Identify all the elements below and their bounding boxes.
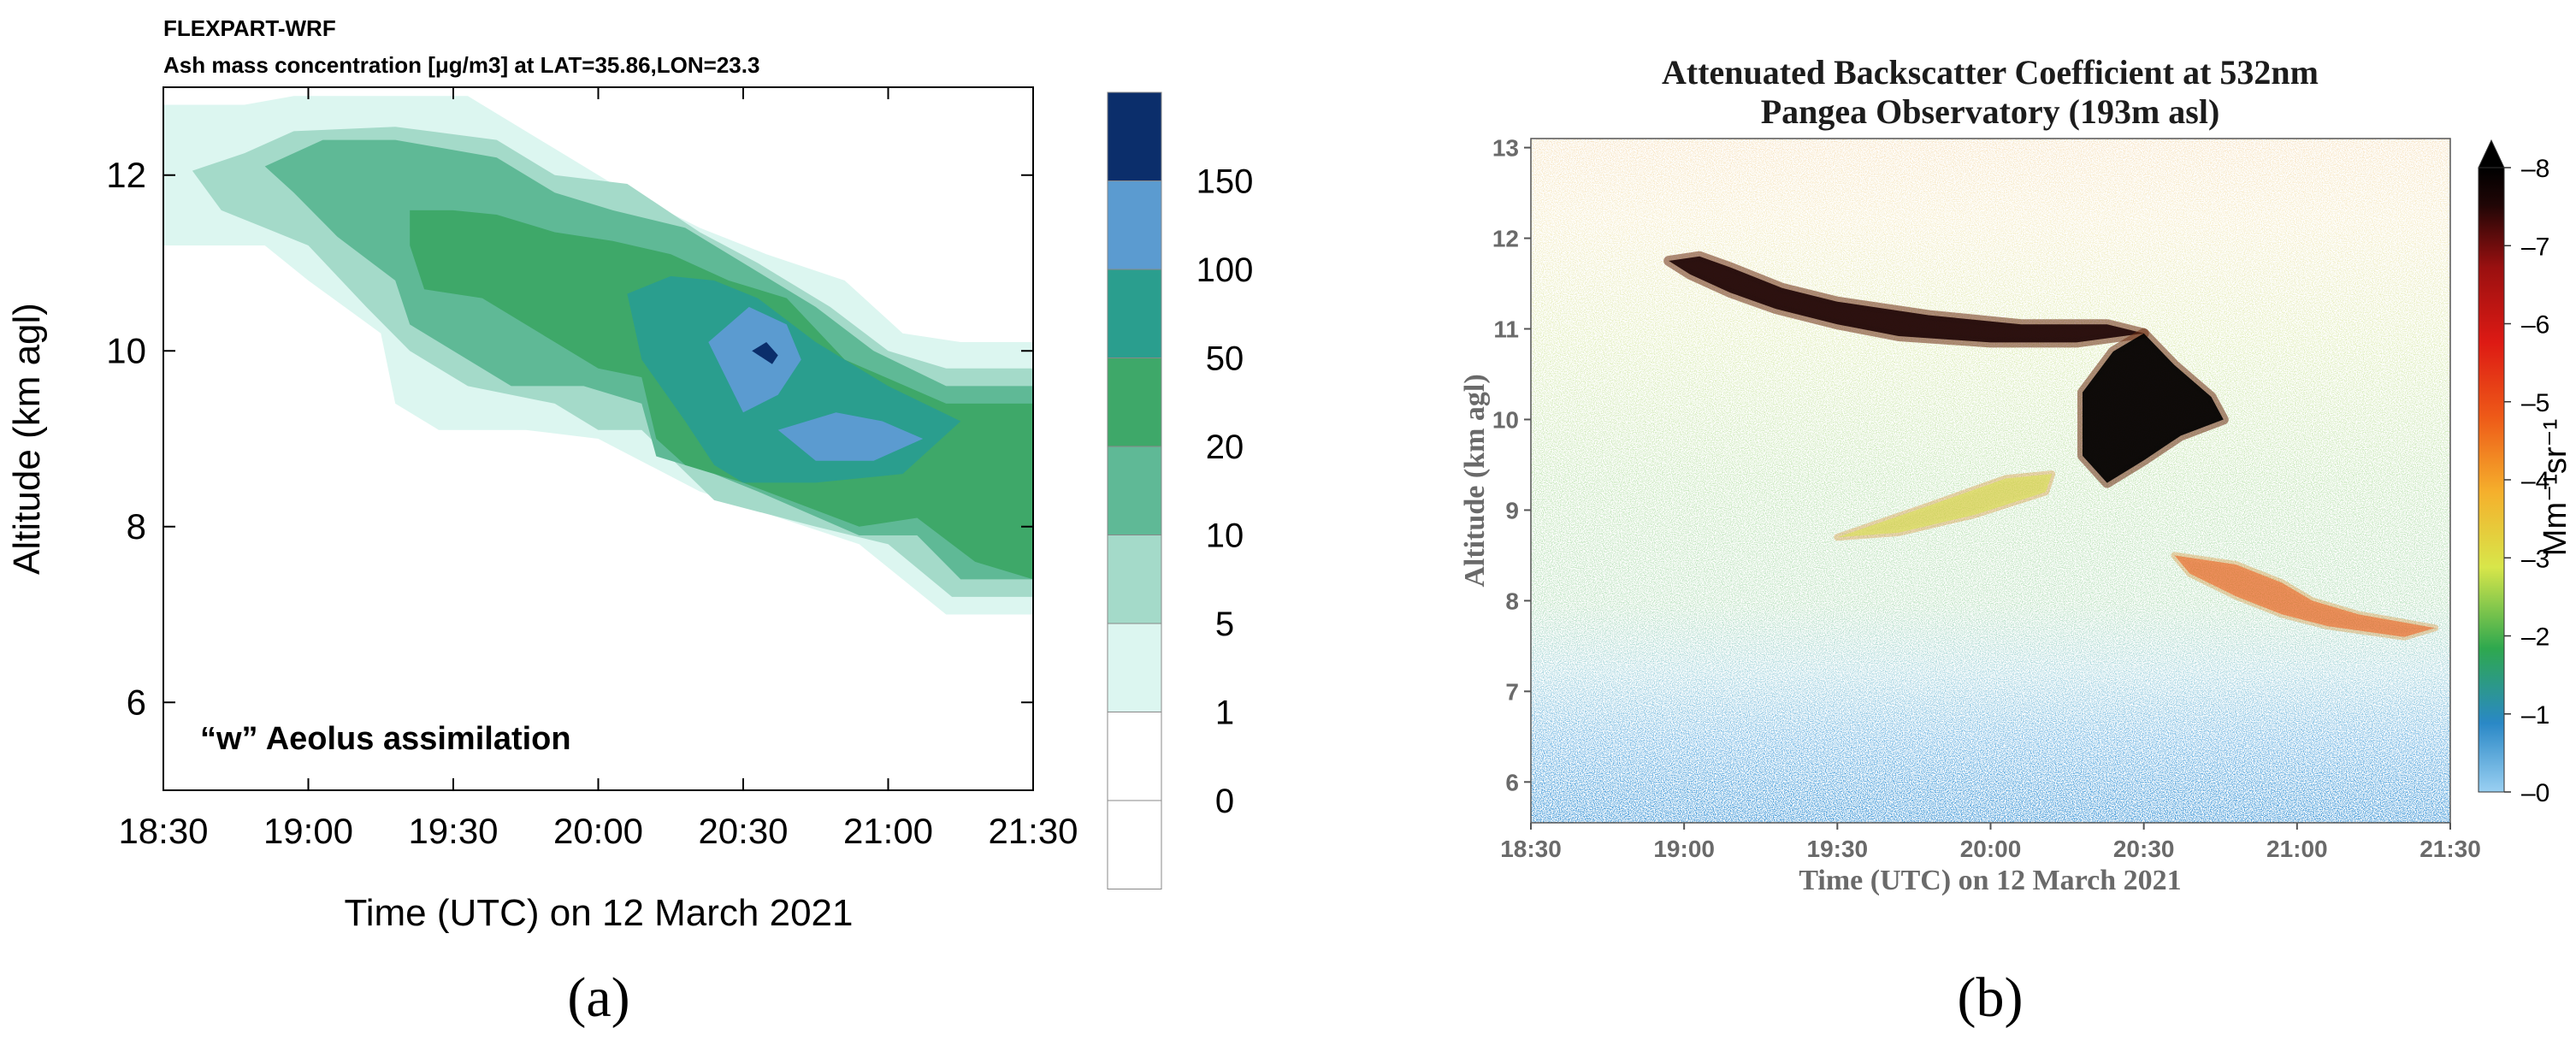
panel-b-y-tick-label: 13 [1492,135,1519,162]
panel-a-x-tick-label: 21:30 [988,811,1078,851]
panel-b-colorbar-tick-label: –4 [2521,467,2549,495]
panel-a-x-tick-label: 21:00 [843,811,933,851]
panel-a-colorbar-segment [1107,358,1162,447]
panel-a-x-axis-label: Time (UTC) on 12 March 2021 [344,892,853,934]
panel-a-colorbar-segment [1107,535,1162,624]
ash-layer [2083,333,2224,483]
panel-b-y-tick-label: 11 [1493,316,1519,343]
panel-a-colorbar-segment [1107,269,1162,358]
panel-a-colorbar-label: 100 [1196,251,1254,289]
panel-b-title: Attenuated Backscatter Coefficient at 53… [1662,53,2319,92]
panel-a-y-tick-label: 8 [127,506,146,547]
panel-b-subtitle: Pangea Observatory (193m asl) [1761,92,2220,131]
panel-a-contours [163,96,1033,615]
panel-a-colorbar-label: 1 [1215,694,1234,732]
panel-b-colorbar-arrow [2478,139,2505,168]
contour-level-150-7 [752,342,778,364]
panel-a-colorbar-label: 50 [1206,340,1244,378]
contour-level-100-5 [708,306,801,413]
panel-b-ash-layers [1663,251,2439,641]
panel-b-y-tick-label: 7 [1505,678,1519,705]
ash-layer [1669,256,2144,343]
panel-a-y-tick-label: 12 [106,155,146,195]
panel-label-b: (b) [1958,966,2024,1029]
panel-a-colorbar-segment [1107,180,1162,270]
panel-a-colorbar-segment [1107,712,1162,801]
panel-a-x-tick-label: 19:00 [263,811,353,851]
panel-a-x-tick-label: 20:00 [553,811,643,851]
panel-b-x-tick-label: 20:30 [2113,836,2175,862]
panel-label-a: (a) [567,966,629,1029]
panel-a-colorbar-label: 5 [1215,606,1234,643]
panel-b-x-tick-label: 21:00 [2266,836,2328,862]
panel-a-x-tick-label: 20:30 [698,811,788,851]
panel-b-y-tick-label: 6 [1505,769,1519,795]
panel-b-colorbar-gradient [2478,167,2505,793]
panel-a-y-tick-label: 6 [127,682,146,722]
panel-a-colorbar-label: 20 [1206,428,1244,466]
panel-b-noise [1531,139,2450,823]
panel-b-colorbar-tick-label: –7 [2521,233,2549,261]
panel-a-annotation: “w” Aeolus assimilation [200,721,571,757]
panel-b-x-tick-label: 21:30 [2419,836,2481,862]
panel-b-axes: 18:30 19:00 19:30 20:00 20:30 21:00 21:30 6 7 8 9 1… [1492,135,2481,862]
panel-b: Attenuated Backscatter Coefficient at 53… [1459,53,2573,1029]
panel-a-colorbar-segment [1107,800,1162,889]
panel-a-y-axis-label: Altitude (km agl) [6,303,48,575]
panel-a-header: FLEXPART-WRF [163,15,336,41]
panel-a-colorbar-label: 150 [1196,163,1254,201]
panel-b-colorbar-tick-label: –0 [2521,779,2549,807]
panel-a-colorbar-label: 10 [1206,517,1244,555]
panel-b-x-tick-label: 18:30 [1500,836,1562,862]
panel-a-x-tick-label: 19:30 [408,811,498,851]
panel-a-x-tick-label: 18:30 [118,811,208,851]
panel-b-y-tick-label: 12 [1492,226,1519,252]
panel-b-x-tick-label: 19:30 [1807,836,1869,862]
panel-a-colorbar-segment [1107,623,1162,712]
panel-b-colorbar-tick-label: –2 [2521,623,2549,652]
panel-b-colorbar-label: Mm⁻¹sr⁻¹ [2538,419,2573,556]
panel-a-colorbar-label: 0 [1215,783,1234,820]
panel-b-x-tick-label: 19:00 [1653,836,1715,862]
panel-b-x-axis-label: Time (UTC) on 12 March 2021 [1799,865,2181,896]
panel-a-colorbar-segment [1107,446,1162,535]
panel-a-y-tick-label: 10 [106,330,146,370]
panel-b-x-tick-label: 20:00 [1960,836,2022,862]
panel-b-colorbar: –0 –1 –2 –3 –4 –5 –6 –7 –8 [2478,139,2549,807]
panel-b-y-tick-label: 10 [1492,406,1519,433]
panel-b-colorbar-tick-label: –8 [2521,155,2549,183]
panel-a-title: Ash mass concentration [μg/m3] at LAT=35… [163,52,759,78]
panel-b-colorbar-tick-label: –1 [2521,701,2549,730]
ash-layer [2174,555,2436,637]
panel-b-heatmap [1531,139,2450,823]
panel-b-colorbar-tick-label: –6 [2521,311,2549,340]
panel-a-axes: 18:30 19:00 19:30 20:00 20:30 21:00 21:30 6 8 10 1… [106,87,1078,851]
panel-a-colorbar-segment [1107,92,1162,181]
panel-b-colorbar-tick-label: –5 [2521,389,2549,417]
ash-layer [1837,474,2053,538]
panel-b-colorbar-tick-label: –3 [2521,545,2549,573]
panel-b-y-axis-label: Altitude (km agl) [1459,374,1491,587]
panel-b-y-tick-label: 8 [1505,588,1519,614]
contour-level-100-6 [777,412,924,461]
panel-a: FLEXPART-WRF Ash mass concentration [μg/… [6,15,1253,1029]
panel-b-y-tick-label: 9 [1505,497,1519,523]
